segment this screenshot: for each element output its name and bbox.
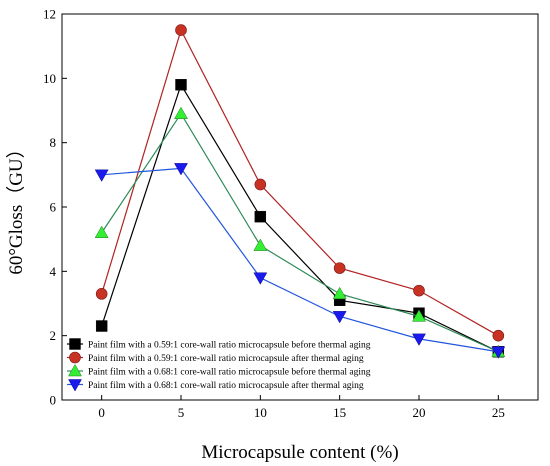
y-tick-label: 4 <box>50 264 57 279</box>
data-point <box>412 333 426 346</box>
legend-marker <box>68 363 82 377</box>
x-tick-label: 25 <box>492 405 505 420</box>
y-axis-title: 60°Gloss（GU） <box>5 139 27 274</box>
data-point <box>175 24 187 36</box>
legend-marker <box>69 351 81 364</box>
data-point <box>174 163 188 176</box>
data-point <box>492 329 505 342</box>
y-tick-label: 12 <box>43 7 56 22</box>
y-tick-label: 8 <box>50 135 57 150</box>
series-line <box>101 28 499 337</box>
series-line <box>101 112 499 353</box>
data-point <box>174 106 188 119</box>
legend-label: Paint film with a 0.59:1 core-wall ratio… <box>88 340 371 351</box>
x-tick-label: 20 <box>413 405 426 420</box>
series-4 <box>94 163 506 359</box>
axis-ticks: 0 5 10 15 20 25 0 2 4 6 8 10 12 <box>43 7 505 421</box>
data-point <box>175 79 187 91</box>
series-3 <box>94 106 506 357</box>
x-tick-label: 0 <box>98 405 105 420</box>
data-point <box>332 311 347 324</box>
data-point <box>333 262 346 274</box>
data-point <box>94 225 109 238</box>
data-point <box>413 284 425 297</box>
legend: Paint film with a 0.59:1 core-wall ratio… <box>67 338 371 392</box>
series-line <box>101 83 499 353</box>
x-tick-label: 5 <box>178 405 185 420</box>
data-point <box>254 210 267 223</box>
series-line <box>101 167 499 353</box>
data-point <box>254 178 267 191</box>
legend-item-2: Paint film with a 0.59:1 core-wall ratio… <box>67 351 364 364</box>
y-tick-label: 0 <box>50 393 57 408</box>
data-point <box>412 309 426 322</box>
y-tick-label: 6 <box>50 200 57 215</box>
legend-label: Paint film with a 0.68:1 core-wall ratio… <box>88 367 371 378</box>
legend-label: Paint film with a 0.59:1 core-wall ratio… <box>88 353 364 364</box>
data-point <box>491 346 506 359</box>
series-layer <box>94 24 506 359</box>
x-axis-title: Microcapsule content (%) <box>201 442 398 463</box>
legend-label: Paint film with a 0.68:1 core-wall ratio… <box>88 380 364 391</box>
data-point <box>332 286 347 300</box>
data-point <box>253 238 268 251</box>
legend-item-4: Paint film with a 0.68:1 core-wall ratio… <box>67 379 364 392</box>
data-point <box>95 320 108 332</box>
legend-item-1: Paint film with a 0.59:1 core-wall ratio… <box>67 338 371 351</box>
data-point <box>94 169 109 182</box>
y-tick-label: 10 <box>43 71 56 86</box>
data-point <box>253 272 268 285</box>
legend-marker <box>68 379 82 392</box>
data-point <box>95 288 108 300</box>
legend-item-3: Paint film with a 0.68:1 core-wall ratio… <box>67 363 371 378</box>
series-1 <box>95 79 505 358</box>
x-tick-label: 15 <box>333 405 346 420</box>
legend-marker <box>69 338 81 350</box>
y-tick-label: 2 <box>50 328 57 343</box>
series-2 <box>95 24 505 342</box>
x-tick-label: 10 <box>254 405 267 420</box>
